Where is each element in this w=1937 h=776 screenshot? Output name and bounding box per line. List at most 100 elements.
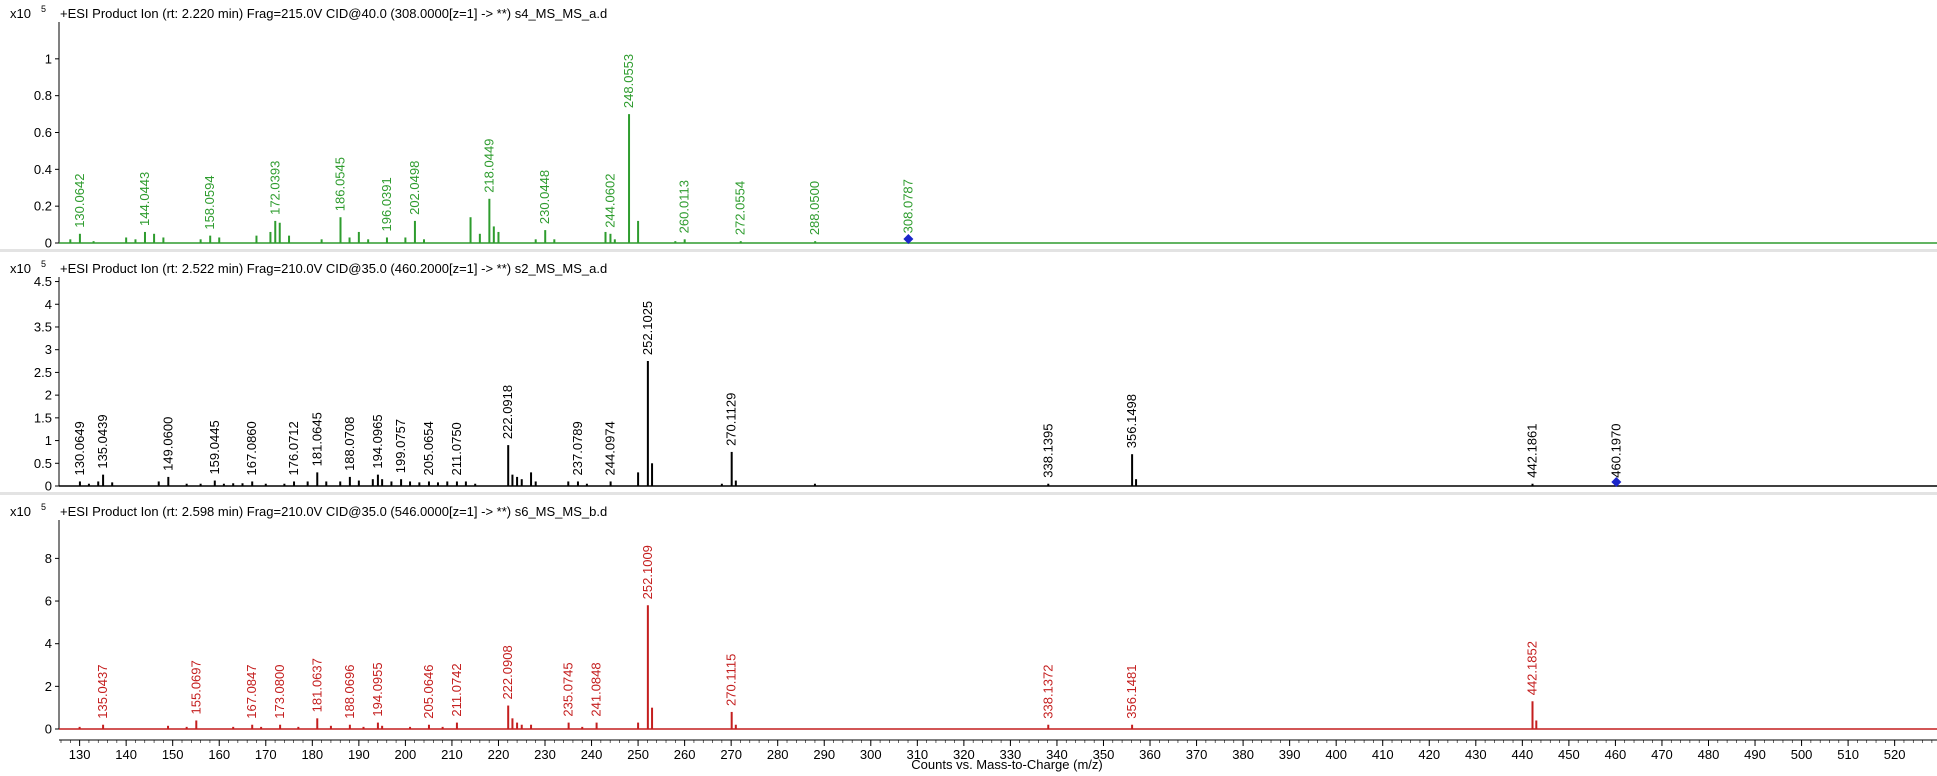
y-tick-label: 6 — [45, 594, 52, 609]
peak-label: 241.0848 — [589, 662, 604, 716]
y-tick-label: 1 — [45, 51, 52, 66]
x-tick-label: 150 — [162, 747, 184, 762]
x-tick-label: 380 — [1232, 747, 1254, 762]
y-tick-label: 0.4 — [34, 162, 52, 177]
x-axis: 130 140 150 160 170 180 190 200 210 220 230 240 250 2… — [59, 739, 1937, 772]
peak-label: 442.1852 — [1525, 641, 1540, 695]
y-tick-label: 0.8 — [34, 88, 52, 103]
peak-label: 252.1025 — [640, 301, 655, 355]
x-tick-label: 260 — [674, 747, 696, 762]
x-tick-label: 350 — [1093, 747, 1115, 762]
y-tick-label: 2 — [45, 388, 52, 403]
peak-label: 188.0696 — [342, 665, 357, 719]
peak-label: 260.0113 — [677, 180, 692, 233]
x-tick-label: 370 — [1186, 747, 1208, 762]
y-tick-label: 3.5 — [34, 319, 52, 334]
x-tick-label: 520 — [1884, 747, 1906, 762]
y-tick-label: 3 — [45, 342, 52, 357]
peak-label: 272.0554 — [733, 181, 748, 235]
peak-label: 230.0448 — [537, 170, 552, 224]
peak-label: 167.0860 — [244, 421, 259, 475]
peak-label: 176.0712 — [286, 421, 301, 475]
x-tick-label: 130 — [69, 747, 91, 762]
y-tick-label: 1 — [45, 433, 52, 448]
peak-label: 199.0757 — [393, 419, 408, 473]
x-tick-label: 510 — [1837, 747, 1859, 762]
x-tick-label: 390 — [1279, 747, 1301, 762]
peak-label: 181.0645 — [309, 412, 324, 466]
y-tick-label: 8 — [45, 551, 52, 566]
peak-label: 205.0646 — [421, 665, 436, 719]
y-exponent-label: x10 — [10, 504, 31, 519]
spectrum-panel-1: +ESI Product Ion (rt: 2.220 min) Frag=21… — [10, 4, 1937, 251]
x-tick-label: 450 — [1558, 747, 1580, 762]
peak-label: 144.0443 — [137, 172, 152, 226]
peak-label: 135.0439 — [95, 414, 110, 468]
peak-label: 173.0800 — [272, 665, 287, 719]
y-tick-label: 0 — [45, 236, 52, 251]
y-exponent: 5 — [41, 259, 46, 269]
spectrum-panel-3: +ESI Product Ion (rt: 2.598 min) Frag=21… — [0, 492, 1937, 737]
peak-label: 460.1970 — [1608, 423, 1623, 477]
x-tick-label: 330 — [1000, 747, 1022, 762]
peak-label: 235.0745 — [561, 662, 576, 716]
peak-label: 288.0500 — [807, 181, 822, 235]
y-tick-label: 0.6 — [34, 125, 52, 140]
y-tick-label: 0 — [45, 479, 52, 494]
y-exponent-label: x10 — [10, 6, 31, 21]
peak-label: 356.1481 — [1124, 665, 1139, 719]
panel-title: +ESI Product Ion (rt: 2.220 min) Frag=21… — [60, 6, 607, 21]
x-tick-label: 460 — [1605, 747, 1627, 762]
peak-label: 181.0637 — [309, 658, 324, 712]
y-tick-label: 0.5 — [34, 456, 52, 471]
x-tick-label: 360 — [1139, 747, 1161, 762]
precursor-marker-icon — [903, 234, 914, 244]
x-tick-label: 430 — [1465, 747, 1487, 762]
y-exponent: 5 — [41, 4, 46, 14]
x-tick-label: 470 — [1651, 747, 1673, 762]
y-tick-label: 2 — [45, 679, 52, 694]
x-tick-label: 420 — [1418, 747, 1440, 762]
x-tick-label: 140 — [115, 747, 137, 762]
peak-label: 149.0600 — [160, 417, 175, 471]
peak-label: 130.0642 — [72, 174, 87, 228]
peak-label: 155.0697 — [188, 660, 203, 714]
x-tick-label: 220 — [488, 747, 510, 762]
peak-label: 194.0955 — [370, 662, 385, 716]
peak-label: 244.0602 — [602, 174, 617, 228]
panel-title: +ESI Product Ion (rt: 2.598 min) Frag=21… — [60, 504, 607, 519]
peak-label: 222.0908 — [500, 645, 515, 699]
peak-label: 186.0545 — [332, 157, 347, 211]
x-tick-label: 240 — [581, 747, 603, 762]
x-tick-label: 170 — [255, 747, 277, 762]
y-tick-label: 4.5 — [34, 274, 52, 289]
x-tick-label: 300 — [860, 747, 882, 762]
peak-label: 167.0847 — [244, 665, 259, 719]
x-tick-label: 480 — [1698, 747, 1720, 762]
peak-label: 196.0391 — [379, 177, 394, 231]
peak-label: 158.0594 — [202, 175, 217, 229]
x-tick-label: 280 — [767, 747, 789, 762]
x-tick-label: 230 — [534, 747, 556, 762]
panel-separator — [0, 492, 1937, 495]
peak-label: 202.0498 — [407, 161, 422, 215]
x-tick-label: 340 — [1046, 747, 1068, 762]
precursor-marker-icon — [1611, 477, 1622, 487]
panel-title: +ESI Product Ion (rt: 2.522 min) Frag=21… — [60, 261, 607, 276]
x-tick-label: 490 — [1744, 747, 1766, 762]
y-tick-label: 2.5 — [34, 365, 52, 380]
peak-label: 270.1115 — [724, 654, 739, 706]
x-tick-label: 200 — [395, 747, 417, 762]
y-tick-label: 4 — [45, 297, 52, 312]
peak-label: 222.0918 — [500, 385, 515, 439]
spectrum-panel-2: +ESI Product Ion (rt: 2.522 min) Frag=21… — [0, 249, 1937, 494]
peak-label: 308.0787 — [900, 179, 915, 233]
peak-label: 205.0654 — [421, 421, 436, 475]
peak-label: 218.0449 — [481, 139, 496, 193]
panel-separator — [0, 249, 1937, 252]
x-tick-label: 250 — [627, 747, 649, 762]
peak-label: 244.0974 — [603, 421, 618, 475]
y-tick-label: 4 — [45, 636, 52, 651]
x-axis-title: Counts vs. Mass-to-Charge (m/z) — [911, 757, 1102, 772]
